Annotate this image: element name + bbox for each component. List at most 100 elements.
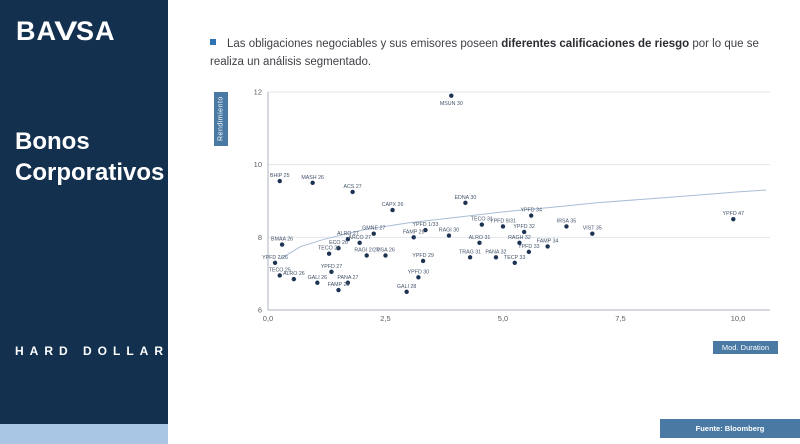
- scatter-point: [329, 269, 334, 275]
- y-axis-label: Rendimiento: [214, 92, 228, 146]
- point-label: ALRO 27: [337, 231, 359, 237]
- page-title: Bonos Corporativos: [15, 126, 164, 188]
- scatter-point: [390, 207, 395, 213]
- sidebar: BAVSA Bonos Corporativos HARD DOLLAR: [0, 0, 168, 424]
- point-label: RAGI 30: [439, 228, 459, 234]
- scatter-point: [731, 216, 736, 222]
- scatter-point: [277, 178, 282, 184]
- scatter-point: [310, 180, 315, 186]
- point-label: YPFD 2/26: [262, 255, 288, 261]
- point-label: TECO 31: [471, 217, 493, 223]
- scatter-point: [517, 240, 522, 245]
- trend-line: [279, 189, 767, 260]
- scatter-point: [326, 251, 332, 256]
- logo-text: SA: [76, 16, 116, 46]
- point-label: YPFD 29: [412, 253, 434, 259]
- scatter-point: [446, 233, 452, 238]
- point-label: BHIP 25: [270, 173, 290, 179]
- point-label: ARCO 27: [348, 235, 371, 241]
- scatter-point: [467, 255, 473, 260]
- x-tick-label: 2,5: [380, 314, 390, 323]
- scatter-point: [493, 255, 499, 260]
- point-label: YPFD 47: [723, 211, 745, 217]
- x-tick-label: 0,0: [263, 314, 273, 323]
- point-label: MSUN 30: [440, 101, 463, 107]
- scatter-point: [564, 224, 569, 229]
- scatter-point: [463, 200, 468, 206]
- point-label: RAGI 2/27: [354, 248, 379, 254]
- point-label: PANA 27: [337, 275, 358, 281]
- scatter-chart: Rendimiento 6 8 10 12 0,0 2,5 5,0 7,5 10,0 MSUN 3…: [214, 88, 780, 360]
- y-tick-label: 6: [258, 306, 262, 315]
- bavsa-logo: BAVSA: [16, 16, 116, 47]
- point-label: TECO 25: [269, 267, 291, 273]
- scatter-point: [371, 231, 376, 236]
- point-label: GALI 26: [308, 275, 327, 281]
- scatter-point: [477, 240, 482, 245]
- scatter-point: [383, 253, 388, 258]
- scatter-point: [336, 287, 341, 293]
- point-label: FAMP 29: [403, 229, 425, 235]
- y-tick-label: 10: [254, 160, 262, 169]
- point-label: RAGH 32: [508, 235, 531, 241]
- intro-text-part2: por lo que se realiza un análisis segmen…: [210, 38, 759, 68]
- logo-text: BA: [16, 16, 57, 46]
- point-label: FAMP 34: [537, 238, 559, 244]
- point-label: BMAA 26: [271, 237, 293, 243]
- intro-text-bold: diferentes calificaciones de riesgo: [501, 38, 690, 50]
- sidebar-bottom-strip: [0, 424, 168, 444]
- logo-v-mark: V: [54, 16, 79, 46]
- intro-text-part1: Las obligaciones negociables y sus emiso…: [227, 38, 502, 50]
- point-label: EDNA 30: [455, 195, 477, 201]
- x-tick-label: 10,0: [731, 314, 746, 323]
- scatter-point: [279, 242, 285, 247]
- chart-plot-area: 6 8 10 12 0,0 2,5 5,0 7,5 10,0 MSUN 30 BHIP 25 MASH…: [254, 88, 770, 323]
- scatter-point: [315, 280, 320, 285]
- bullet-icon: [210, 39, 216, 45]
- point-label: ECO 26: [329, 240, 348, 246]
- point-label: YPFD 33: [518, 244, 540, 250]
- scatter-point: [364, 253, 369, 258]
- point-label: ALRO 26: [283, 271, 305, 277]
- title-line-1: Bonos: [15, 128, 90, 155]
- point-label: ACS 27: [343, 184, 361, 190]
- point-label: VIST 35: [583, 226, 602, 232]
- scatter-point: [529, 213, 534, 218]
- scatter-point: [423, 227, 428, 233]
- scatter-point: [479, 222, 485, 227]
- point-label: TRAG 31: [459, 249, 481, 255]
- point-label: GMNE 27: [362, 226, 385, 232]
- point-label: YPFD 1/33: [412, 222, 438, 228]
- point-label: GALI 28: [397, 284, 416, 290]
- point-label: YPFD 30: [408, 269, 430, 275]
- scatter-point: [277, 273, 282, 278]
- scatter-point: [336, 246, 341, 251]
- point-label: MSA 26: [376, 248, 395, 254]
- point-label: CAPX 26: [382, 202, 404, 208]
- scatter-point: [449, 93, 454, 98]
- point-label: YPFD 9/31: [490, 218, 516, 224]
- y-tick-label: 8: [258, 233, 262, 242]
- x-axis-label: Mod. Duration: [712, 341, 778, 354]
- scatter-point: [411, 235, 416, 240]
- hard-dollar-label: HARD DOLLAR: [15, 344, 169, 358]
- point-label: TECO 26: [318, 246, 340, 252]
- y-tick-label: 12: [254, 88, 262, 97]
- scatter-point: [404, 289, 409, 295]
- point-label: PANA 32: [485, 249, 506, 255]
- scatter-point: [500, 224, 506, 229]
- point-label: YPFD 27: [321, 264, 343, 270]
- scatter-point: [291, 276, 297, 282]
- x-tick-label: 5,0: [498, 314, 508, 323]
- point-label: FAMP 28: [328, 282, 350, 288]
- scatter-point: [350, 189, 355, 195]
- scatter-point: [590, 231, 595, 236]
- source-label: Fuente: Bloomberg: [660, 419, 800, 438]
- scatter-point: [545, 244, 550, 249]
- point-label: TECP 33: [504, 255, 525, 261]
- point-label: IRSA 35: [557, 218, 576, 224]
- scatter-point: [526, 249, 532, 255]
- point-label: YPFD 34: [520, 208, 542, 214]
- point-label: MASH 26: [301, 175, 324, 181]
